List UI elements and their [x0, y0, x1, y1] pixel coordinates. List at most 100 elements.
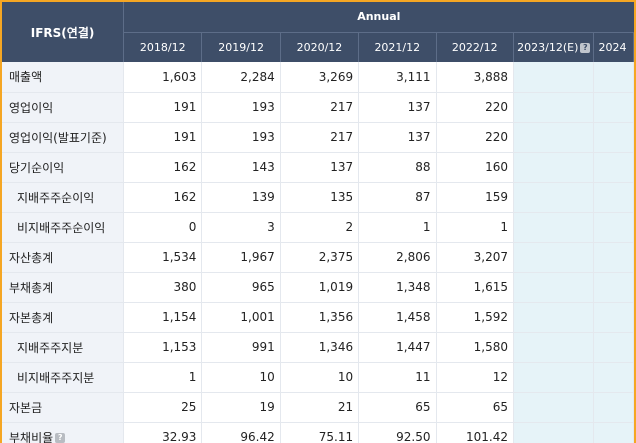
next-year-header: 2024	[593, 32, 634, 62]
estimate-cell	[593, 152, 634, 183]
estimate-cell	[513, 152, 595, 183]
row-label: 영업이익(발표기준)	[2, 122, 125, 153]
value-cell: 1,346	[280, 332, 360, 363]
value-cell: 965	[201, 272, 281, 303]
statement-type-header: IFRS(연결)	[2, 2, 125, 62]
estimate-cell	[513, 302, 595, 333]
row-label: 지배주주순이익	[2, 182, 125, 213]
help-icon[interactable]: ?	[580, 42, 591, 53]
value-cell: 32.93	[123, 422, 203, 443]
value-cell: 1	[123, 362, 203, 393]
value-cell: 0	[123, 212, 203, 243]
table-row: 자산총계 1,534 1,967 2,375 2,806 3,207	[2, 242, 634, 273]
row-label: 당기순이익	[2, 152, 125, 183]
table-row: 비지배주주지분 1 10 10 11 12	[2, 362, 634, 393]
estimate-cell	[593, 122, 634, 153]
estimate-year-label: 2023/12(E)	[517, 40, 579, 54]
value-cell: 75.11	[280, 422, 360, 443]
table-row: 자본금 25 19 21 65 65	[2, 392, 634, 423]
estimate-cell	[513, 242, 595, 273]
row-label: 자본금	[2, 392, 125, 423]
value-cell: 3,207	[436, 242, 515, 273]
value-cell: 2,375	[280, 242, 360, 273]
row-label-text: 부채비율	[9, 430, 54, 443]
value-cell: 193	[201, 122, 281, 153]
estimate-cell	[513, 422, 595, 443]
value-cell: 1	[436, 212, 515, 243]
value-cell: 191	[123, 122, 203, 153]
estimate-cell	[593, 212, 634, 243]
estimate-cell	[513, 272, 595, 303]
estimate-year-header: 2023/12(E)?	[513, 32, 595, 62]
value-cell: 162	[123, 152, 203, 183]
value-cell: 1,458	[358, 302, 437, 333]
table-row: 지배주주순이익 162 139 135 87 159	[2, 182, 634, 213]
table-row: 매출액 1,603 2,284 3,269 3,111 3,888	[2, 62, 634, 93]
value-cell: 92.50	[358, 422, 437, 443]
year-header: 2020/12	[280, 32, 360, 62]
value-cell: 991	[201, 332, 281, 363]
value-cell: 1	[358, 212, 437, 243]
value-cell: 25	[123, 392, 203, 423]
estimate-cell	[593, 362, 634, 393]
value-cell: 1,580	[436, 332, 515, 363]
estimate-cell	[513, 62, 595, 93]
estimate-cell	[513, 392, 595, 423]
estimate-cell	[513, 122, 595, 153]
value-cell: 3,269	[280, 62, 360, 93]
table-row: 자본총계 1,154 1,001 1,356 1,458 1,592	[2, 302, 634, 333]
row-label-text: 영업이익(발표기준)	[9, 130, 107, 145]
estimate-cell	[593, 272, 634, 303]
estimate-cell	[513, 182, 595, 213]
value-cell: 1,153	[123, 332, 203, 363]
year-header: 2022/12	[436, 32, 515, 62]
row-label-text: 영업이익	[9, 100, 54, 115]
value-cell: 1,348	[358, 272, 437, 303]
year-header: 2018/12	[123, 32, 203, 62]
estimate-cell	[513, 212, 595, 243]
value-cell: 12	[436, 362, 515, 393]
annual-header: Annual	[123, 2, 634, 33]
value-cell: 87	[358, 182, 437, 213]
value-cell: 11	[358, 362, 437, 393]
table-row: 부채총계 380 965 1,019 1,348 1,615	[2, 272, 634, 303]
table-row: 영업이익 191 193 217 137 220	[2, 92, 634, 123]
value-cell: 3	[201, 212, 281, 243]
row-label: 부채총계	[2, 272, 125, 303]
value-cell: 10	[201, 362, 281, 393]
table-row: 당기순이익 162 143 137 88 160	[2, 152, 634, 183]
value-cell: 137	[280, 152, 360, 183]
value-cell: 139	[201, 182, 281, 213]
row-label: 부채비율?	[2, 422, 125, 443]
row-label-text: 지배주주지분	[17, 340, 84, 355]
value-cell: 217	[280, 122, 360, 153]
year-header: 2019/12	[201, 32, 281, 62]
row-label-text: 비지배주주순이익	[17, 220, 106, 235]
table-row: 비지배주주순이익 0 3 2 1 1	[2, 212, 634, 243]
table-row: 부채비율? 32.93 96.42 75.11 92.50 101.42	[2, 422, 634, 443]
value-cell: 137	[358, 92, 437, 123]
estimate-cell	[593, 182, 634, 213]
table-row: 지배주주지분 1,153 991 1,346 1,447 1,580	[2, 332, 634, 363]
row-label: 비지배주주지분	[2, 362, 125, 393]
value-cell: 220	[436, 92, 515, 123]
estimate-cell	[593, 62, 634, 93]
value-cell: 143	[201, 152, 281, 183]
row-label: 매출액	[2, 62, 125, 93]
value-cell: 380	[123, 272, 203, 303]
estimate-cell	[513, 332, 595, 363]
value-cell: 220	[436, 122, 515, 153]
estimate-cell	[513, 92, 595, 123]
value-cell: 21	[280, 392, 360, 423]
value-cell: 1,001	[201, 302, 281, 333]
value-cell: 1,356	[280, 302, 360, 333]
help-icon[interactable]: ?	[55, 433, 66, 443]
value-cell: 1,967	[201, 242, 281, 273]
year-header: 2021/12	[358, 32, 437, 62]
row-label: 자산총계	[2, 242, 125, 273]
value-cell: 101.42	[436, 422, 515, 443]
estimate-cell	[593, 242, 634, 273]
row-label-text: 매출액	[9, 70, 43, 85]
